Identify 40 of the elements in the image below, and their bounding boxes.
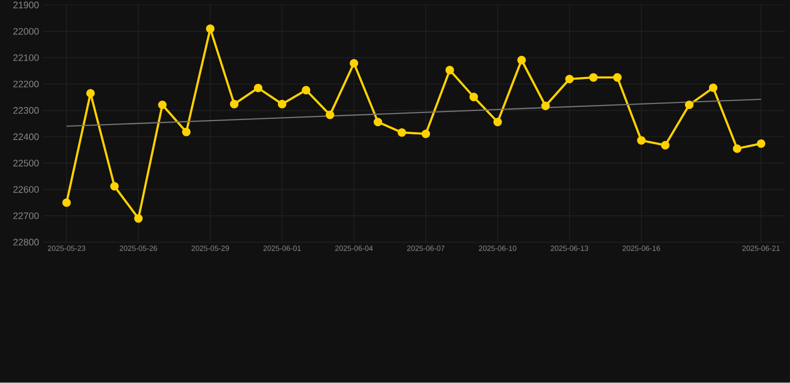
y-tick-label: 22600 [13,186,39,193]
point [302,86,310,95]
point [326,110,334,120]
point [278,100,286,109]
point [708,84,718,92]
y-tick-label: 22700 [13,212,39,220]
point [517,56,526,65]
point [589,73,598,82]
point [422,130,430,138]
point [445,66,454,75]
point [110,182,119,191]
point [469,92,478,102]
point [254,84,262,92]
y-tick-label: 22000 [13,28,39,35]
y-tick-label: 22100 [13,54,39,62]
point [732,144,742,154]
point [684,100,694,110]
point [86,89,95,98]
point [158,100,167,110]
point [350,59,358,68]
y-tick-label: 22500 [13,160,39,167]
y-tick-label: 21900 [13,2,39,8]
y-tick-label: 22300 [13,107,39,114]
point [613,73,622,82]
point [493,118,502,126]
y-tick-label: 22400 [13,134,39,140]
point [182,128,191,136]
y-tick-label: 22200 [13,80,39,88]
point [661,141,670,150]
point [565,74,574,84]
point [374,118,382,126]
point [62,198,71,208]
point [206,24,215,34]
point [541,102,550,110]
point [230,100,238,109]
point [134,214,143,223]
y-tick-label: 22800 [13,238,39,246]
point [637,136,646,145]
point [398,128,406,137]
point [756,140,766,148]
